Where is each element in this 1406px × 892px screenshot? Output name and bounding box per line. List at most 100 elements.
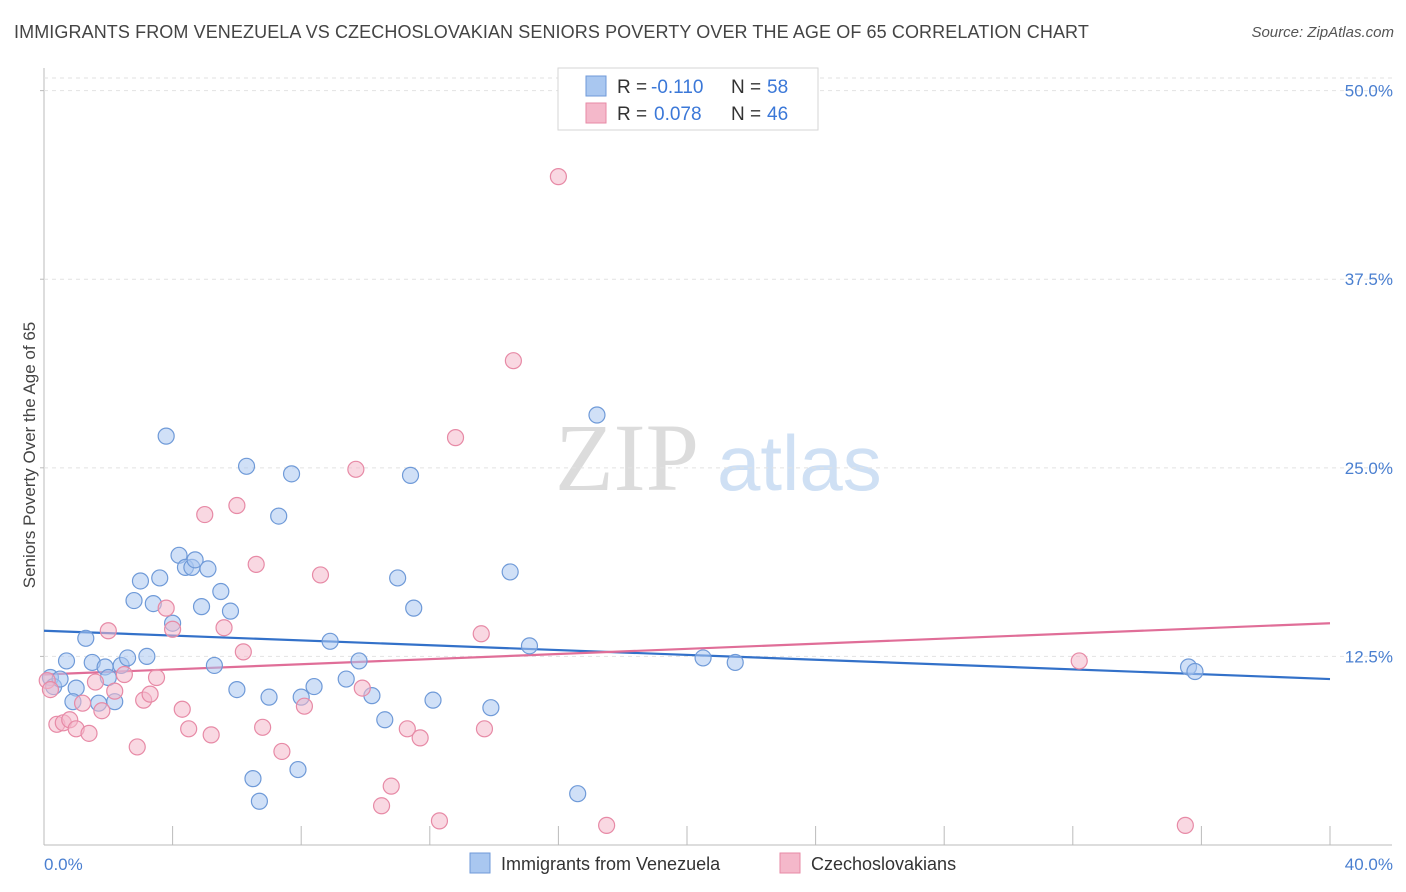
point-venezuela — [228, 680, 246, 699]
point-czech — [228, 496, 246, 515]
point-czech — [382, 777, 400, 795]
point-venezuela — [57, 652, 76, 670]
bottom-legend-swatch-venezuela — [469, 852, 491, 874]
point-venezuela — [588, 406, 606, 424]
point-czech — [1176, 816, 1194, 834]
point-venezuela — [260, 688, 278, 706]
point-czech — [93, 702, 111, 720]
point-czech — [598, 816, 616, 834]
point-venezuela — [212, 582, 230, 601]
point-venezuela — [270, 507, 288, 525]
point-venezuela — [186, 551, 204, 569]
point-czech — [202, 726, 220, 744]
point-czech — [106, 682, 124, 700]
point-venezuela — [125, 591, 143, 610]
point-czech — [475, 720, 494, 738]
point-venezuela — [282, 465, 301, 483]
point-czech — [41, 680, 60, 699]
stats-legend: R = -0.110 N = 58 R = 0.078 N = 46 — [557, 67, 819, 131]
point-czech — [411, 729, 429, 747]
point-czech — [128, 738, 146, 756]
point-czech — [353, 679, 371, 697]
y-tick-label: 12.5% — [1345, 647, 1393, 666]
point-venezuela — [221, 602, 240, 620]
chart-title: IMMIGRANTS FROM VENEZUELA VS CZECHOSLOVA… — [14, 22, 1089, 42]
point-czech — [196, 505, 214, 524]
trendline-czech — [43, 622, 1331, 676]
point-venezuela — [726, 653, 744, 672]
bottom-legend-label-venezuela: Immigrants from Venezuela — [501, 854, 721, 874]
point-venezuela — [289, 760, 307, 779]
point-venezuela — [1186, 662, 1204, 681]
point-venezuela — [250, 792, 269, 810]
point-venezuela — [192, 598, 211, 616]
watermark-zip: ZIP — [555, 404, 699, 511]
legend-swatch-czech — [585, 102, 607, 124]
watermark-atlas: atlas — [717, 419, 882, 507]
point-czech — [347, 460, 365, 478]
y-tick-label: 37.5% — [1345, 270, 1393, 289]
point-czech — [73, 694, 92, 712]
point-venezuela — [118, 649, 137, 667]
legend-r-label-2: R = — [617, 104, 647, 125]
point-venezuela — [520, 637, 539, 655]
point-venezuela — [237, 457, 256, 475]
point-czech — [80, 724, 98, 742]
legend-n-value-2: 46 — [767, 104, 788, 125]
point-venezuela — [131, 572, 150, 590]
point-venezuela — [157, 427, 175, 445]
point-czech — [180, 720, 198, 738]
legend-r-value-2: 0.078 — [654, 104, 702, 125]
point-venezuela — [205, 656, 223, 675]
point-czech — [472, 625, 490, 643]
point-czech — [247, 555, 265, 573]
point-czech — [446, 429, 465, 447]
point-czech — [254, 718, 272, 736]
point-czech — [1070, 652, 1088, 670]
point-venezuela — [569, 785, 587, 803]
point-venezuela — [405, 599, 423, 617]
point-venezuela — [244, 770, 262, 788]
point-czech — [549, 168, 568, 186]
point-venezuela — [337, 670, 355, 688]
series-legend: Immigrants from Venezuela Czechoslovakia… — [469, 852, 956, 874]
point-czech — [398, 720, 416, 738]
point-venezuela — [138, 647, 156, 666]
point-venezuela — [151, 569, 169, 587]
point-czech — [295, 697, 314, 715]
legend-r-value-1: -0.110 — [651, 77, 703, 98]
point-czech — [234, 643, 252, 661]
point-czech — [99, 622, 117, 640]
point-venezuela — [321, 632, 339, 650]
point-venezuela — [389, 569, 407, 587]
point-venezuela — [77, 629, 95, 647]
point-venezuela — [199, 560, 217, 578]
point-czech — [215, 619, 233, 637]
point-czech — [164, 620, 182, 638]
bottom-legend-swatch-czech — [779, 852, 801, 874]
point-venezuela — [401, 466, 420, 484]
x-tick-label-max: 40.0% — [1345, 855, 1393, 874]
point-czech — [173, 700, 191, 718]
point-czech — [430, 812, 449, 830]
legend-n-label-1: N = — [731, 77, 761, 98]
point-czech — [311, 566, 330, 584]
point-venezuela — [376, 711, 394, 729]
point-venezuela — [305, 677, 323, 696]
point-venezuela — [501, 563, 519, 581]
point-czech — [147, 668, 166, 687]
legend-n-value-1: 58 — [767, 77, 788, 98]
point-venezuela — [482, 699, 500, 717]
point-venezuela — [694, 649, 712, 667]
chart-source: Source: ZipAtlas.com — [1251, 24, 1394, 41]
legend-r-label-1: R = — [617, 77, 647, 98]
bottom-legend-label-czech: Czechoslovakians — [811, 854, 956, 874]
point-czech — [141, 685, 159, 703]
y-tick-label: 50.0% — [1345, 82, 1393, 101]
point-venezuela — [350, 652, 368, 670]
point-czech — [273, 742, 291, 761]
y-tick-label: 25.0% — [1345, 459, 1393, 478]
trendline-venezuela — [43, 629, 1331, 681]
point-czech — [504, 352, 522, 370]
